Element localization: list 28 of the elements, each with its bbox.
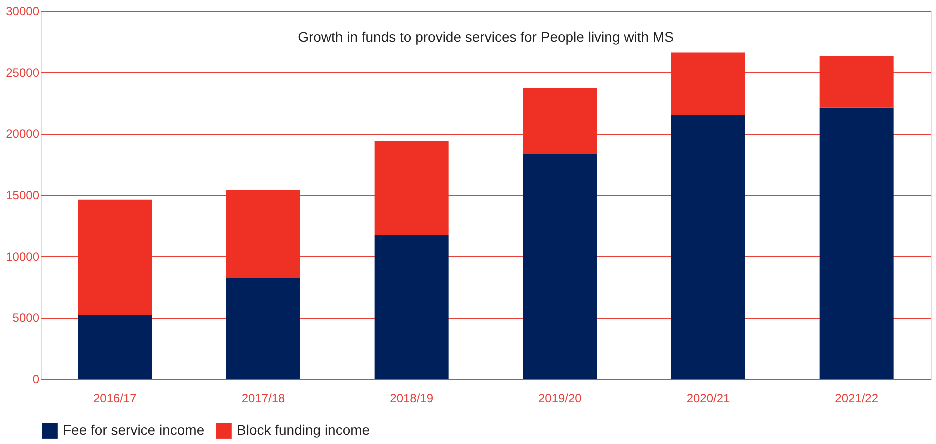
bar <box>78 315 152 379</box>
y-tick-label: 15000 <box>6 188 40 202</box>
legend-label: Block funding income <box>237 422 370 438</box>
y-tick-label: 30000 <box>6 4 40 18</box>
bar <box>523 154 598 379</box>
y-tick-label: 10000 <box>6 250 40 264</box>
y-tick-label: 5000 <box>12 311 40 326</box>
bar <box>672 52 746 116</box>
bar <box>672 115 746 379</box>
y-tick-label: 20000 <box>6 127 40 142</box>
legend-label: Fee for service income <box>63 422 205 438</box>
bar <box>226 278 300 379</box>
y-tick-label: 0 <box>32 372 40 386</box>
x-tick-label: 2020/21 <box>686 392 731 406</box>
bar <box>226 190 300 278</box>
x-tick-label: 2018/19 <box>390 392 434 406</box>
bar <box>523 88 598 155</box>
bar <box>374 141 449 236</box>
bar <box>374 235 449 379</box>
bar <box>78 200 152 316</box>
bar <box>820 108 894 379</box>
text: Growth in funds to provide services for People living with MS <box>298 29 674 45</box>
x-tick-label: 2017/18 <box>242 392 286 406</box>
x-tick-label: 2016/17 <box>93 392 138 406</box>
x-tick-label: 2021/22 <box>835 392 879 406</box>
x-tick-label: 2019/20 <box>538 392 582 406</box>
bar <box>820 56 894 108</box>
y-tick-label: 25000 <box>6 66 40 80</box>
